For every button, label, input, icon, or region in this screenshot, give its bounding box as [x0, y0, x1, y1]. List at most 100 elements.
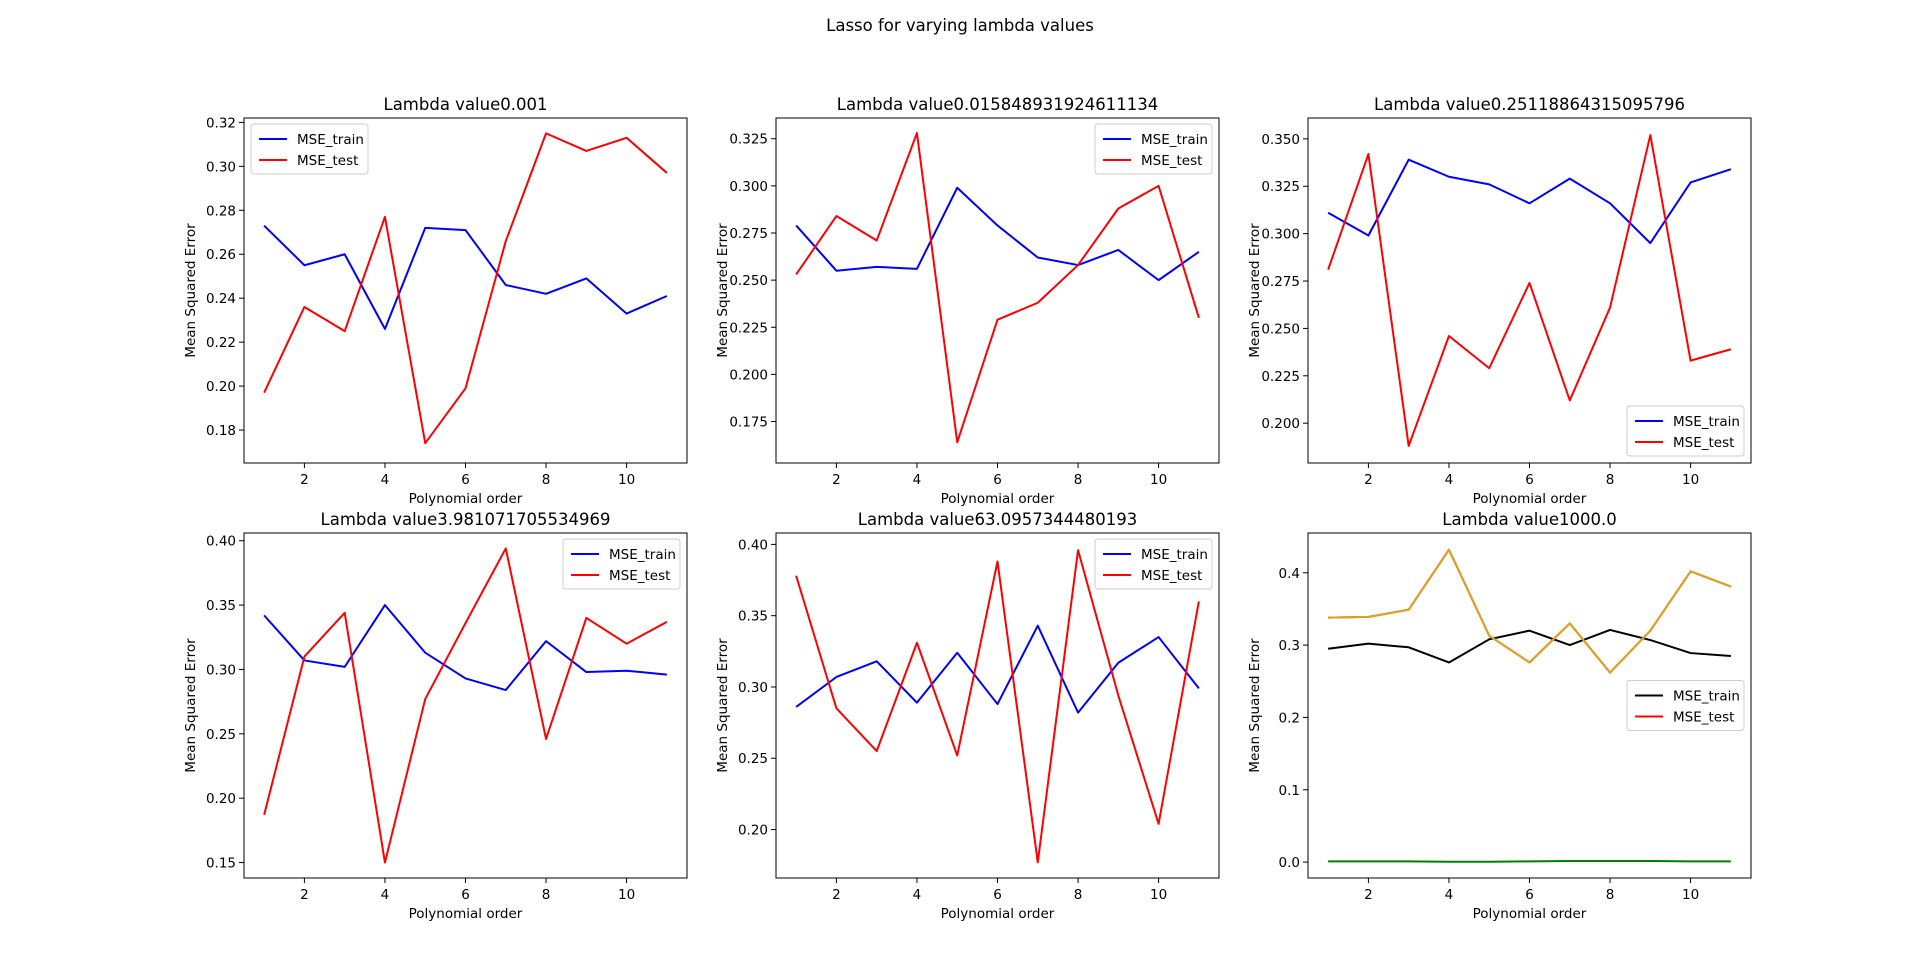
- x-tick-label: 6: [1525, 472, 1534, 488]
- y-tick-label: 0.2: [1279, 710, 1300, 726]
- y-tick-label: 0.40: [738, 537, 768, 553]
- y-tick-label: 0.30: [206, 662, 236, 678]
- subplot-4: Lambda value3.981071705534969 2 4 6 8 10 0.15 0…: [183, 510, 688, 922]
- legend-entry-label: MSE_train: [297, 132, 364, 148]
- legend: MSE_train MSE_test: [562, 538, 681, 590]
- legend: MSE_train MSE_test: [1626, 405, 1745, 457]
- series-line-mse-test: [795, 549, 1200, 864]
- x-tick-label: 4: [381, 472, 390, 488]
- y-tick-label: 0.35: [206, 598, 236, 614]
- x-tick-label: 4: [1445, 472, 1454, 488]
- y-axis-label: Mean Squared Error: [715, 223, 731, 358]
- legend-entry-label: MSE_train: [1141, 132, 1208, 148]
- series-line-mse-test: [263, 132, 668, 445]
- y-tick-label: 0.20: [738, 823, 768, 839]
- x-axis-label: Polynomial order: [941, 491, 1055, 507]
- y-tick-label: 0.350: [1261, 132, 1300, 148]
- x-tick-label: 4: [381, 887, 390, 903]
- subplot-6: Lambda value1000.0 2 4 6 8 10 0.0 0.1 0.2 0.3 0.4 P…: [1247, 510, 1752, 922]
- y-tick-label: 0.30: [738, 680, 768, 696]
- subplot-1: Lambda value0.001 2 4 6 8 10 0.18 0.20 0.22 0.24 0…: [183, 95, 688, 507]
- y-tick-label: 0.225: [729, 320, 768, 336]
- y-axis-label: Mean Squared Error: [1247, 223, 1263, 358]
- x-tick-label: 2: [300, 472, 309, 488]
- x-tick-label: 8: [542, 472, 551, 488]
- series-line-mse-train: [263, 224, 668, 330]
- y-tick-label: 0.24: [206, 291, 236, 307]
- y-tick-label: 0.200: [1261, 416, 1300, 432]
- legend-entry-label: MSE_test: [1673, 435, 1734, 451]
- x-tick-label: 10: [1682, 472, 1699, 488]
- legend: MSE_train MSE_test: [250, 123, 369, 175]
- series-line-mse-train: [263, 604, 667, 692]
- legend-entry-label: MSE_train: [1141, 547, 1208, 563]
- x-tick-label: 8: [1074, 887, 1083, 903]
- x-tick-label: 10: [618, 472, 635, 488]
- series-line-mse-train: [795, 624, 1200, 714]
- y-tick-label: 0.18: [206, 423, 236, 439]
- legend: MSE_train MSE_test: [1626, 680, 1745, 731]
- subplot-title: Lambda value0.001: [384, 95, 548, 114]
- legend-box: [250, 123, 369, 175]
- y-axis-label: Mean Squared Error: [1247, 638, 1263, 773]
- y-tick-label: 0.325: [729, 132, 768, 148]
- x-tick-label: 4: [913, 472, 922, 488]
- y-tick-label: 0.25: [206, 727, 236, 743]
- legend-entry-label: MSE_test: [609, 568, 670, 584]
- x-tick-label: 10: [1682, 887, 1699, 903]
- subplot-title: Lambda value1000.0: [1442, 510, 1616, 529]
- x-axis-label: Polynomial order: [1473, 906, 1587, 922]
- series-line-unlabeled-2: [1328, 860, 1731, 863]
- x-tick-label: 10: [1150, 887, 1167, 903]
- legend-box: [1626, 680, 1745, 731]
- subplot-5: Lambda value63.0957344480193 2 4 6 8 10 0.20 0.…: [715, 510, 1220, 922]
- y-tick-label: 0.20: [206, 379, 236, 395]
- y-tick-label: 0.300: [1261, 227, 1300, 243]
- x-tick-label: 10: [1150, 472, 1167, 488]
- figure-suptitle: Lasso for varying lambda values: [826, 16, 1094, 35]
- y-tick-label: 0.35: [738, 609, 768, 625]
- subplot-2: Lambda value0.015848931924611134 2 4 6 8 10 0.…: [715, 95, 1220, 507]
- x-tick-label: 4: [1445, 887, 1454, 903]
- y-tick-label: 0.250: [729, 273, 768, 289]
- x-tick-label: 6: [993, 472, 1002, 488]
- x-tick-label: 2: [832, 887, 841, 903]
- y-tick-label: 0.200: [729, 367, 768, 383]
- y-tick-label: 0.1: [1279, 783, 1300, 799]
- series-line-mse-test: [795, 132, 1200, 444]
- y-tick-label: 0.30: [206, 159, 236, 175]
- x-axis-label: Polynomial order: [941, 906, 1055, 922]
- y-tick-label: 0.275: [729, 226, 768, 242]
- y-tick-label: 0.28: [206, 203, 236, 219]
- subplot-title: Lambda value0.015848931924611134: [837, 95, 1158, 114]
- legend-entry-label: MSE_train: [1673, 414, 1740, 430]
- series-line-mse-test: [263, 547, 668, 864]
- series-line-mse-train: [1328, 628, 1731, 664]
- legend-entry-label: MSE_train: [609, 547, 676, 563]
- subplot-3: Lambda value0.25118864315095796 2 4 6 8 10 0.2…: [1247, 95, 1752, 507]
- y-tick-label: 0.4: [1279, 566, 1300, 582]
- x-tick-label: 2: [832, 472, 841, 488]
- y-tick-label: 0.3: [1279, 638, 1300, 654]
- series-line-unlabeled-3: [1328, 548, 1732, 674]
- legend: MSE_train MSE_test: [1094, 123, 1213, 175]
- series-line-mse-train: [795, 186, 1200, 282]
- legend-box: [1094, 538, 1213, 590]
- y-tick-label: 0.275: [1261, 274, 1300, 290]
- y-tick-label: 0.25: [738, 751, 768, 767]
- y-tick-label: 0.40: [206, 534, 236, 550]
- x-tick-label: 4: [913, 887, 922, 903]
- x-tick-label: 8: [542, 887, 551, 903]
- x-tick-label: 10: [618, 887, 635, 903]
- legend-entry-label: MSE_test: [1141, 568, 1202, 584]
- y-tick-label: 0.22: [206, 335, 236, 351]
- y-tick-label: 0.0: [1279, 855, 1300, 871]
- y-axis-label: Mean Squared Error: [183, 638, 199, 773]
- y-tick-label: 0.225: [1261, 369, 1300, 385]
- x-tick-label: 8: [1606, 472, 1615, 488]
- series-line-mse-test: [1328, 548, 1732, 674]
- legend-entry-label: MSE_test: [1141, 153, 1202, 169]
- legend: MSE_train MSE_test: [1094, 538, 1213, 590]
- y-tick-label: 0.325: [1261, 179, 1300, 195]
